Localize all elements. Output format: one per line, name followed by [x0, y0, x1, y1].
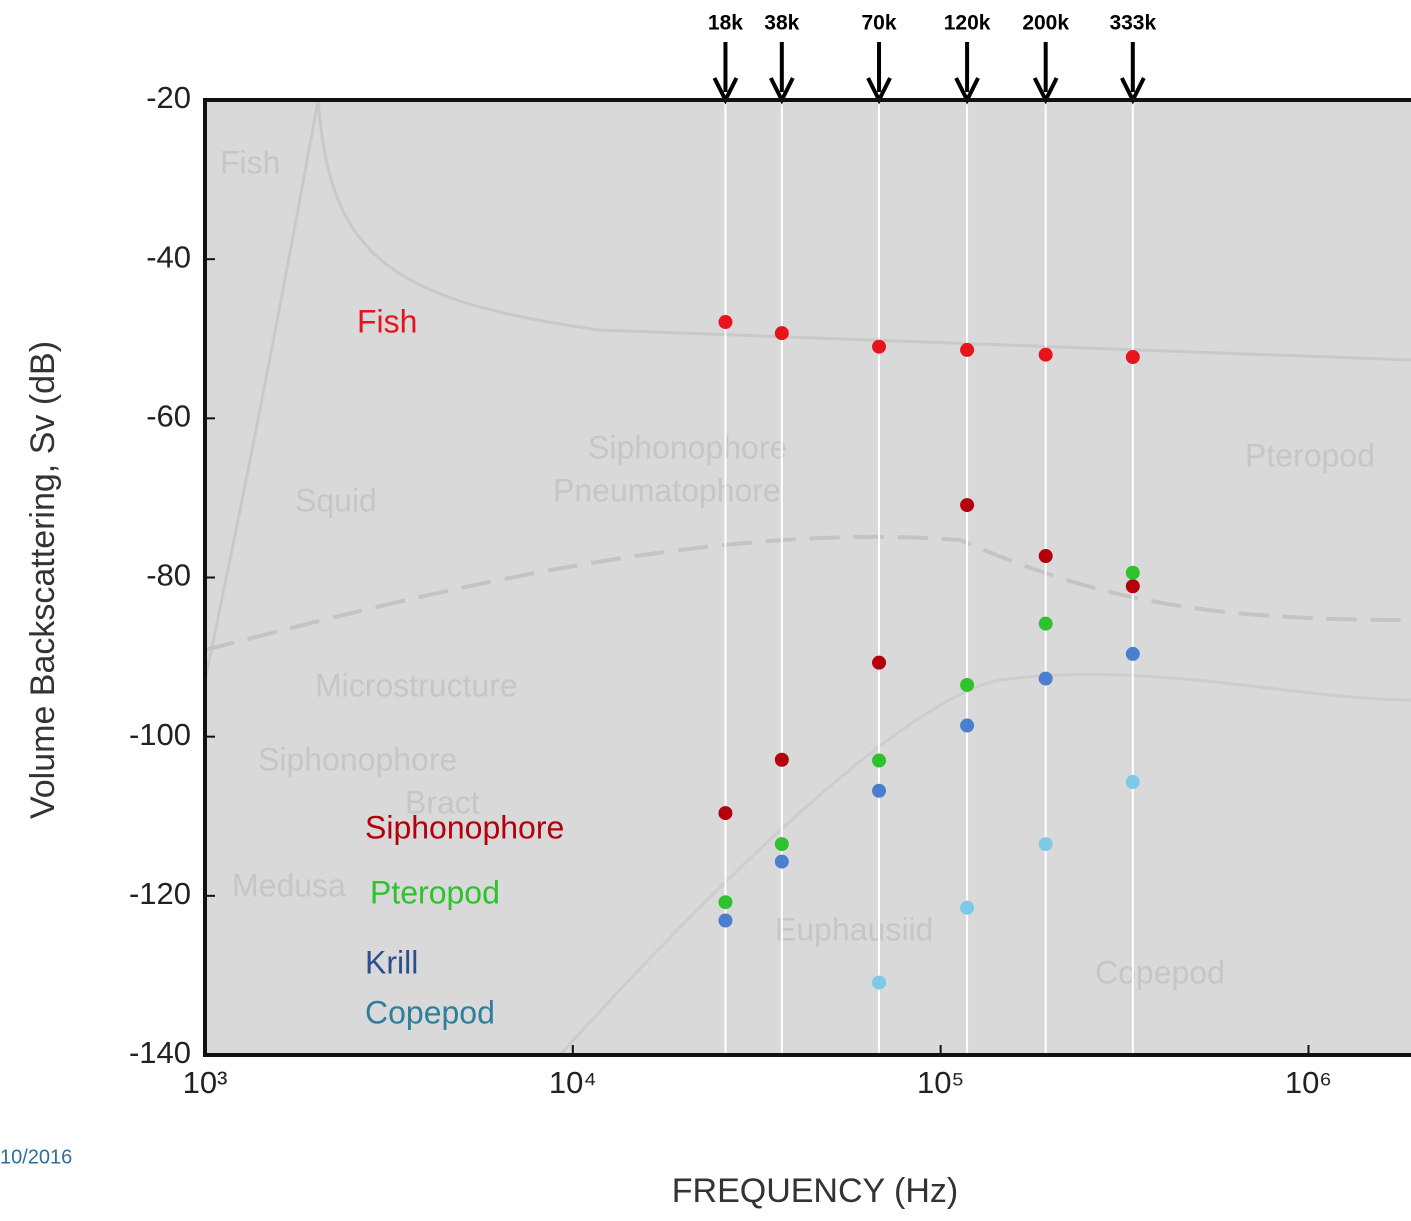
data-point [1125, 565, 1140, 580]
y-tick-label: -20 [146, 80, 191, 115]
data-point [872, 783, 887, 798]
background-curve [558, 672, 1411, 1057]
data-point [1038, 837, 1053, 852]
frequency-label: 18k [708, 12, 743, 35]
data-point [872, 339, 887, 354]
data-point [1125, 579, 1140, 594]
legend-label: Krill [365, 944, 418, 980]
x-tick-label: 10³ [183, 1065, 228, 1100]
background-label: Siphonophore [258, 741, 457, 777]
frequency-label: 70k [862, 12, 897, 35]
data-point [1038, 671, 1053, 686]
legend-label: Siphonophore [365, 809, 564, 845]
background-label: Pteropod [1245, 437, 1375, 473]
data-point [774, 752, 789, 767]
data-point [1038, 616, 1053, 631]
data-point [774, 837, 789, 852]
data-point [1038, 549, 1053, 564]
frequency-label: 38k [764, 12, 799, 35]
data-point [774, 326, 789, 341]
legend-label: Fish [357, 303, 417, 339]
data-point [872, 753, 887, 768]
footer-date: 10/2016 [0, 1146, 72, 1168]
data-point [718, 806, 733, 821]
plot-area [205, 100, 1411, 1055]
data-point [872, 975, 887, 990]
frequency-label: 200k [1022, 12, 1069, 35]
data-point [960, 677, 975, 692]
x-tick-label: 10⁶ [1285, 1065, 1332, 1100]
x-tick-label: 10⁴ [549, 1065, 597, 1100]
data-point [960, 498, 975, 513]
y-tick-label: -40 [146, 239, 191, 274]
y-tick-label: -100 [129, 717, 191, 752]
legend-label: Copepod [365, 994, 495, 1030]
y-tick-label: -120 [129, 876, 191, 911]
background-label: Squid [295, 482, 377, 518]
background-label: Copepod [1095, 954, 1225, 990]
legend-label: Pteropod [370, 874, 500, 910]
y-tick-label: -80 [146, 558, 191, 593]
data-point [960, 900, 975, 915]
data-point [774, 854, 789, 869]
data-point [718, 895, 733, 910]
data-point [1038, 347, 1053, 362]
x-axis-label: FREQUENCY (Hz) [672, 1172, 959, 1210]
data-point [1125, 350, 1140, 365]
background-label: Microstructure [315, 667, 518, 703]
frequency-label: 120k [944, 12, 991, 35]
background-label: Bract [405, 784, 480, 820]
background-label: Siphonophore [588, 429, 787, 465]
background-label: Medusa [232, 867, 346, 903]
background-curve [204, 534, 1411, 652]
frequency-label: 333k [1109, 12, 1156, 35]
background-label: Euphausiid [775, 911, 933, 947]
y-tick-label: -140 [129, 1035, 191, 1070]
data-point [1125, 775, 1140, 790]
background-label: Fish [220, 144, 280, 180]
data-point [718, 913, 733, 928]
data-point [960, 342, 975, 357]
data-point [1125, 646, 1140, 661]
y-tick-label: -60 [146, 399, 191, 434]
data-point [960, 718, 975, 733]
data-point [872, 655, 887, 670]
y-axis-label: Volume Backscattering, Sv (dB) [24, 341, 62, 819]
data-point [718, 315, 733, 330]
background-label: Pneumatophore [553, 472, 781, 508]
x-tick-label: 10⁵ [917, 1065, 964, 1100]
